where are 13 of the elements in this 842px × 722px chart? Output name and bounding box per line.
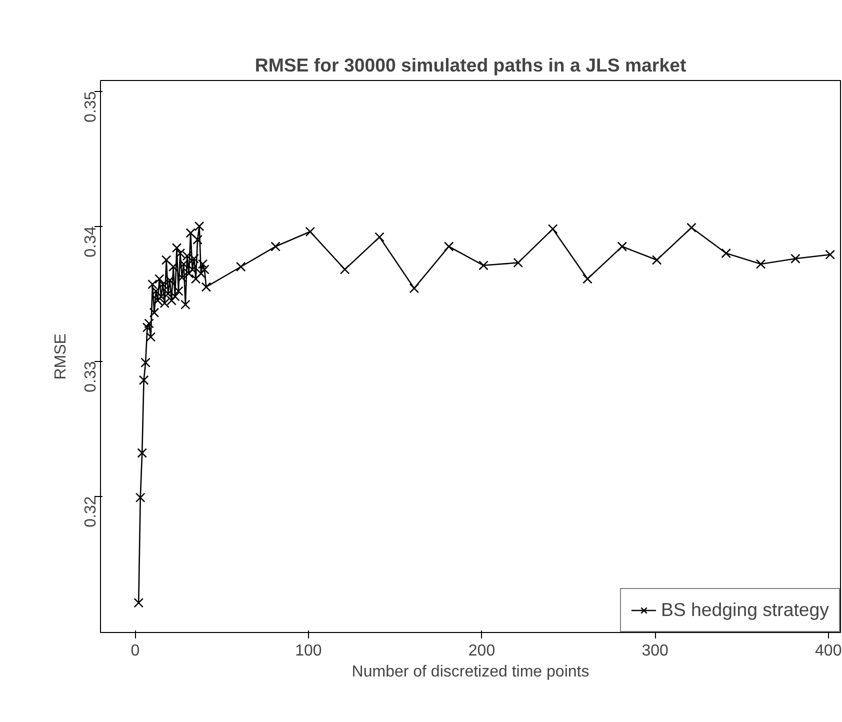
- y-tick-label: 0.34: [82, 226, 100, 258]
- x-tick-label: 200: [468, 642, 496, 660]
- x-tick-label: 300: [642, 642, 669, 660]
- x-tick-label: 0: [130, 642, 140, 660]
- x-tick-label: 400: [815, 642, 842, 660]
- chart-title: RMSE for 30000 simulated paths in a JLS market: [254, 54, 686, 76]
- y-tick-label: 0.33: [82, 361, 100, 392]
- y-tick-label: 0.32: [82, 496, 100, 528]
- x-tick-label: 100: [295, 642, 322, 660]
- legend-label: BS hedging strategy: [660, 599, 829, 621]
- y-tick-label: 0.35: [82, 91, 100, 122]
- x-axis-title: Number of discretized time points: [352, 664, 590, 680]
- y-axis-title: RMSE: [52, 333, 70, 380]
